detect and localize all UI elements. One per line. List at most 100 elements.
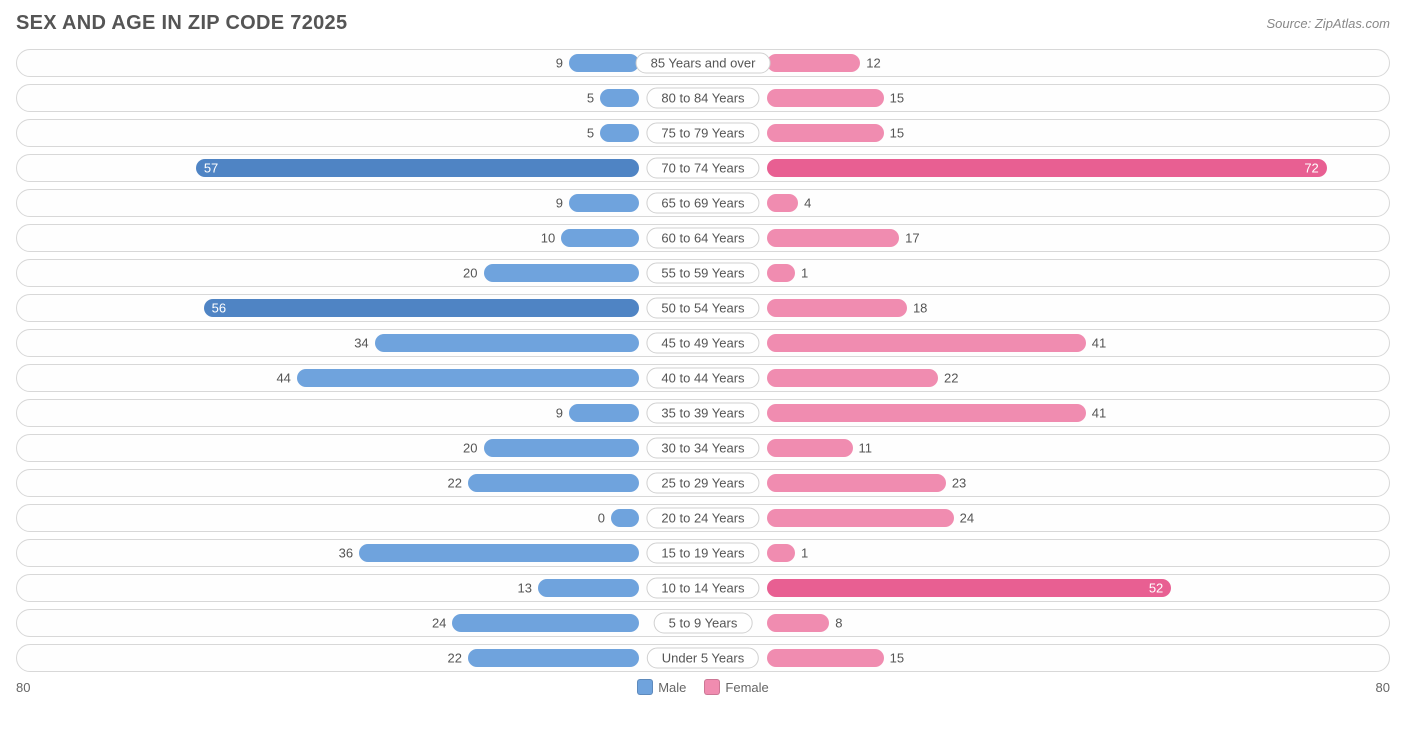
female-half: 18	[703, 295, 1389, 321]
female-half: 23	[703, 470, 1389, 496]
male-value: 5	[587, 126, 594, 141]
female-bar: 18	[767, 299, 907, 317]
female-half: 22	[703, 365, 1389, 391]
male-value: 5	[587, 91, 594, 106]
chart-header: SEX AND AGE IN ZIP CODE 72025 Source: Zi…	[16, 12, 1390, 35]
female-value: 72	[1304, 161, 1318, 176]
male-bar: 24	[452, 614, 639, 632]
age-category-label: 40 to 44 Years	[646, 368, 759, 389]
female-half: 4	[703, 190, 1389, 216]
male-half: 10	[17, 225, 703, 251]
female-half: 72	[703, 155, 1389, 181]
male-value: 22	[447, 476, 461, 491]
male-half: 22	[17, 470, 703, 496]
age-category-label: 75 to 79 Years	[646, 123, 759, 144]
male-value: 0	[598, 511, 605, 526]
male-half: 9	[17, 400, 703, 426]
pyramid-row: 577270 to 74 Years	[16, 154, 1390, 182]
age-category-label: 85 Years and over	[636, 53, 771, 74]
female-value: 1	[801, 546, 808, 561]
male-bar: 56	[204, 299, 639, 317]
female-value: 41	[1092, 336, 1106, 351]
female-half: 41	[703, 330, 1389, 356]
male-value: 9	[556, 56, 563, 71]
age-category-label: 80 to 84 Years	[646, 88, 759, 109]
female-swatch-icon	[704, 679, 720, 695]
chart-title: SEX AND AGE IN ZIP CODE 72025	[16, 12, 347, 35]
chart-legend: Male Female	[637, 679, 769, 695]
female-bar: 24	[767, 509, 954, 527]
female-half: 24	[703, 505, 1389, 531]
male-value: 57	[204, 161, 218, 176]
female-half: 41	[703, 400, 1389, 426]
male-bar: 5	[600, 124, 639, 142]
female-half: 15	[703, 85, 1389, 111]
pyramid-row: 9 4 65 to 69 Years	[16, 189, 1390, 217]
pyramid-row: 9 4135 to 39 Years	[16, 399, 1390, 427]
female-value: 1	[801, 266, 808, 281]
female-value: 18	[913, 301, 927, 316]
age-category-label: 35 to 39 Years	[646, 403, 759, 424]
male-value: 34	[354, 336, 368, 351]
female-value: 17	[905, 231, 919, 246]
male-value: 44	[276, 371, 290, 386]
axis-max-right: 80	[1376, 680, 1390, 695]
female-half: 52	[703, 575, 1389, 601]
female-value: 24	[960, 511, 974, 526]
male-value: 9	[556, 406, 563, 421]
female-bar: 72	[767, 159, 1327, 177]
age-category-label: 5 to 9 Years	[654, 613, 753, 634]
female-bar: 1	[767, 544, 795, 562]
female-value: 22	[944, 371, 958, 386]
female-bar: 4	[767, 194, 798, 212]
chart-footer: 80 Male Female 80	[16, 679, 1390, 695]
male-bar: 34	[375, 334, 639, 352]
female-value: 8	[835, 616, 842, 631]
age-category-label: 20 to 24 Years	[646, 508, 759, 529]
male-bar: 36	[359, 544, 639, 562]
male-bar: 20	[484, 264, 640, 282]
female-half: 8	[703, 610, 1389, 636]
pyramid-row: 22 23 25 to 29 Years	[16, 469, 1390, 497]
male-swatch-icon	[637, 679, 653, 695]
female-half: 17	[703, 225, 1389, 251]
age-category-label: 50 to 54 Years	[646, 298, 759, 319]
age-category-label: 65 to 69 Years	[646, 193, 759, 214]
male-half: 9	[17, 190, 703, 216]
age-category-label: 25 to 29 Years	[646, 473, 759, 494]
legend-male-label: Male	[658, 680, 686, 695]
legend-item-male: Male	[637, 679, 686, 695]
male-half: 20	[17, 435, 703, 461]
female-value: 11	[859, 441, 873, 456]
female-bar: 11	[767, 439, 853, 457]
female-bar: 15	[767, 649, 884, 667]
chart-source: Source: ZipAtlas.com	[1266, 16, 1390, 31]
pyramid-row: 24 8 5 to 9 Years	[16, 609, 1390, 637]
female-bar: 23	[767, 474, 946, 492]
male-bar: 44	[297, 369, 639, 387]
female-bar: 15	[767, 124, 884, 142]
female-bar: 15	[767, 89, 884, 107]
male-value: 20	[463, 441, 477, 456]
female-value: 15	[890, 91, 904, 106]
male-half: 36	[17, 540, 703, 566]
age-category-label: 55 to 59 Years	[646, 263, 759, 284]
pyramid-row: 36115 to 19 Years	[16, 539, 1390, 567]
male-bar: 5	[600, 89, 639, 107]
age-category-label: 30 to 34 Years	[646, 438, 759, 459]
pyramid-row: 56 18 50 to 54 Years	[16, 294, 1390, 322]
female-bar: 52	[767, 579, 1171, 597]
pyramid-row: 5 15 75 to 79 Years	[16, 119, 1390, 147]
pyramid-row: 20 11 30 to 34 Years	[16, 434, 1390, 462]
pyramid-row: 9 1285 Years and over	[16, 49, 1390, 77]
pyramid-row: 101760 to 64 Years	[16, 224, 1390, 252]
female-bar: 12	[767, 54, 860, 72]
female-half: 12	[703, 50, 1389, 76]
population-pyramid-chart: 91285 Years and over51580 to 84 Years515…	[16, 49, 1390, 672]
pyramid-row: 344145 to 49 Years	[16, 329, 1390, 357]
male-half: 5	[17, 85, 703, 111]
female-value: 15	[890, 651, 904, 666]
female-half: 11	[703, 435, 1389, 461]
female-bar: 17	[767, 229, 899, 247]
legend-female-label: Female	[725, 680, 768, 695]
